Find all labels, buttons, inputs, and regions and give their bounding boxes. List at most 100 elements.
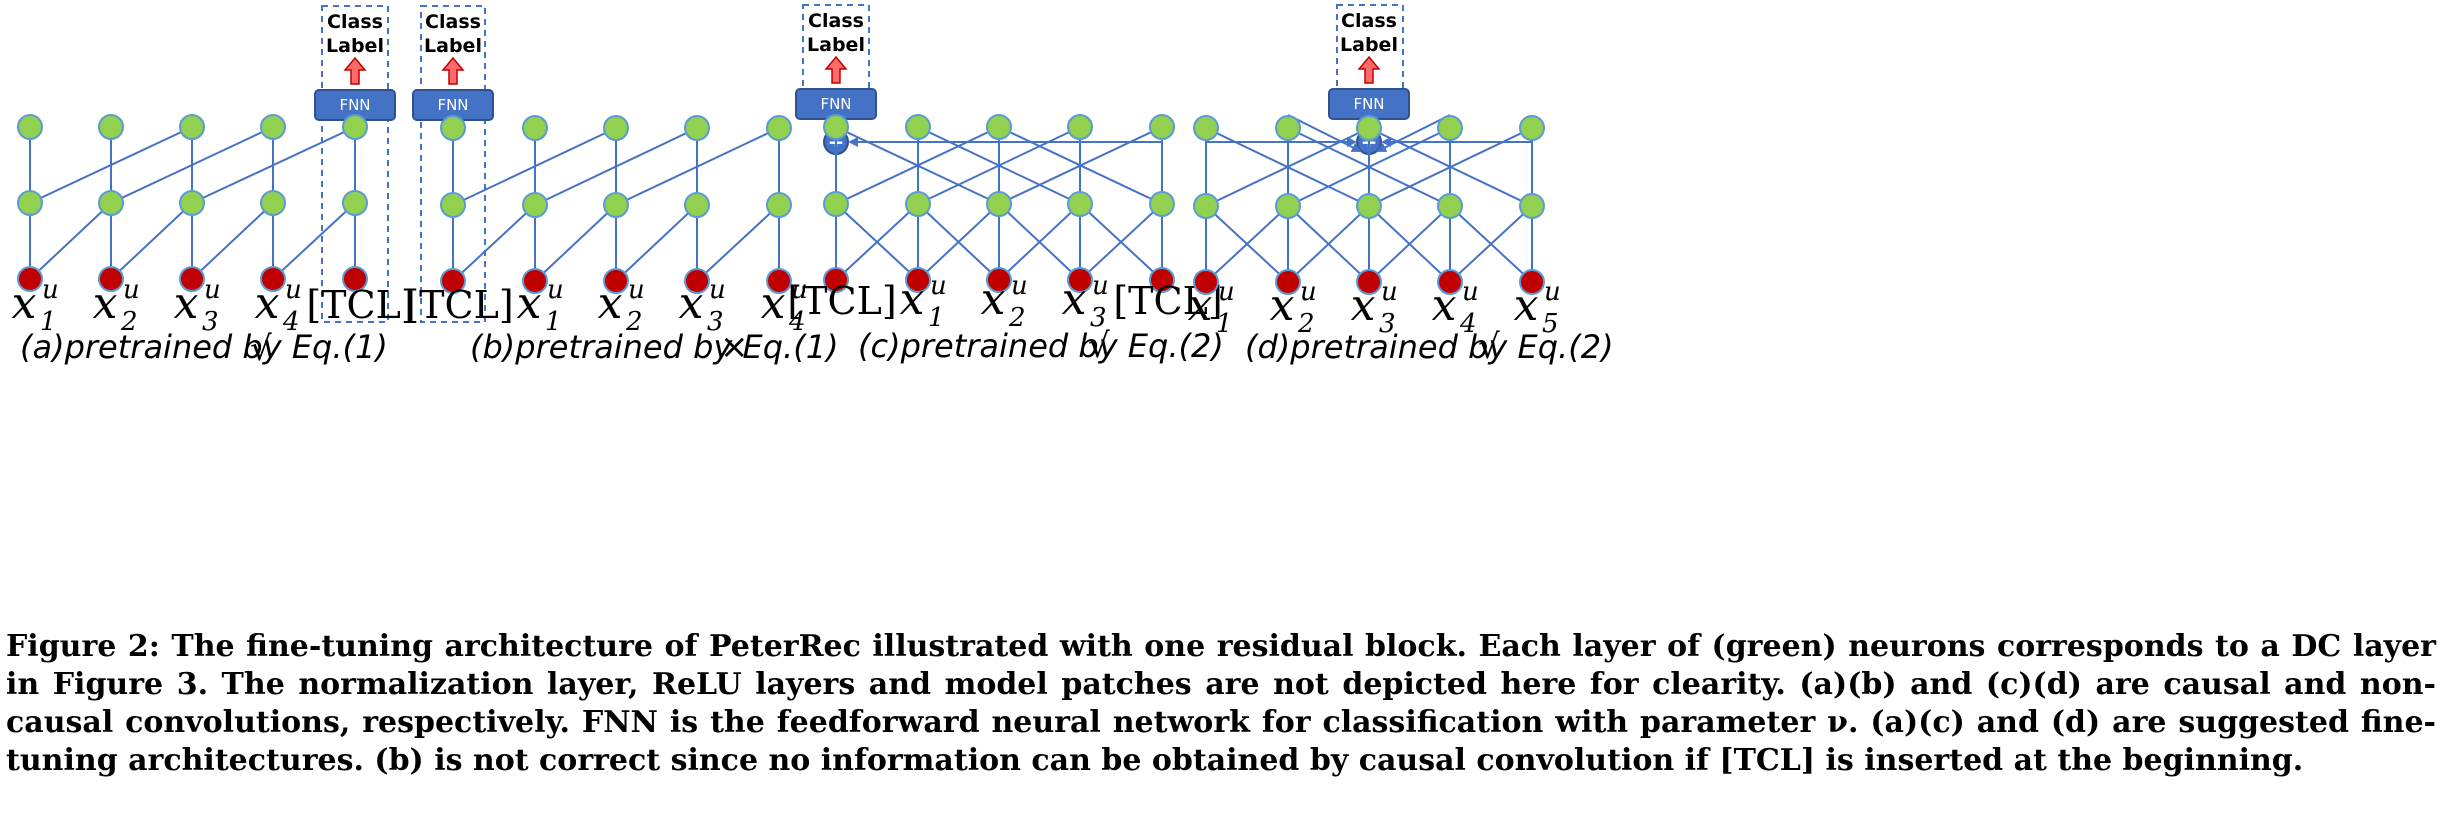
panel-b-caption: (b)pretrained by Eq.(1) bbox=[470, 328, 839, 366]
figure-2: Class Label FNN x u 1 x u 2 x u 3 x u 4 [TCL] (a)pretrai… bbox=[12, 4, 1614, 369]
connection-edge bbox=[1368, 205, 1451, 283]
input-label-x: x bbox=[981, 274, 1006, 325]
input-label-subscript: 3 bbox=[707, 307, 724, 337]
hidden-neuron bbox=[440, 192, 466, 218]
hidden-neuron bbox=[905, 191, 931, 217]
input-neuron bbox=[17, 266, 43, 292]
class-label-line2: Label bbox=[807, 34, 865, 56]
panel-d-mark: √ bbox=[1478, 327, 1500, 367]
input-label-subscript: 1 bbox=[40, 307, 57, 337]
input-label-superscript: u bbox=[204, 275, 221, 305]
class-label-line2: Label bbox=[1340, 34, 1398, 56]
connection-edge bbox=[1287, 205, 1370, 283]
hidden-neuron bbox=[1067, 191, 1093, 217]
hidden-neuron bbox=[260, 114, 286, 140]
input-neuron bbox=[986, 267, 1012, 293]
input-label-x: x bbox=[900, 274, 925, 325]
hidden-neuron bbox=[98, 114, 124, 140]
connection-edge bbox=[696, 204, 780, 282]
input-neuron bbox=[1275, 269, 1301, 295]
output-arrow-icon bbox=[824, 55, 848, 84]
fnn-label: FNN bbox=[1353, 95, 1384, 113]
input-label-x: x bbox=[1270, 280, 1295, 331]
input-label-x: x bbox=[598, 278, 623, 329]
input-label-x: x bbox=[679, 278, 704, 329]
input-neuron bbox=[1067, 267, 1093, 293]
input-label-superscript: u bbox=[709, 275, 726, 305]
hidden-neuron bbox=[1356, 193, 1382, 219]
input-label-tcl: [TCL] bbox=[306, 283, 415, 327]
hidden-neuron bbox=[986, 114, 1012, 140]
hidden-neuron bbox=[1437, 115, 1463, 141]
input-label-x: x bbox=[1432, 280, 1457, 331]
panel-a-caption: (a)pretrained by Eq.(1) bbox=[20, 328, 388, 366]
highlight-box bbox=[420, 5, 486, 323]
input-label-x: x bbox=[1514, 280, 1539, 331]
connection-edge bbox=[835, 203, 919, 281]
input-neuron bbox=[1356, 269, 1382, 295]
input-label-subscript: 3 bbox=[202, 307, 219, 337]
input-label-subscript: 5 bbox=[1542, 309, 1559, 339]
panel-c-caption: (c)pretrained by Eq.(2) bbox=[858, 327, 1224, 365]
hidden-neuron bbox=[179, 114, 205, 140]
input-neuron bbox=[1437, 269, 1463, 295]
hidden-neuron bbox=[1193, 115, 1219, 141]
input-label-x: x bbox=[1351, 280, 1376, 331]
hidden-neuron bbox=[98, 190, 124, 216]
connection-edge bbox=[1449, 205, 1533, 283]
input-neuron bbox=[603, 268, 629, 294]
connection-edge bbox=[998, 126, 1163, 205]
hidden-neuron bbox=[260, 190, 286, 216]
input-neuron bbox=[179, 266, 205, 292]
hidden-neuron bbox=[1275, 115, 1301, 141]
residual-edge bbox=[1287, 114, 1362, 152]
connection-edge bbox=[191, 202, 274, 280]
input-neuron bbox=[823, 267, 849, 293]
input-label-superscript: u bbox=[547, 275, 564, 305]
hidden-neuron bbox=[684, 115, 710, 141]
hidden-neuron bbox=[17, 190, 43, 216]
input-label-x: x bbox=[174, 278, 199, 329]
input-neuron bbox=[98, 266, 124, 292]
hidden-neuron bbox=[1519, 115, 1545, 141]
input-neuron bbox=[260, 266, 286, 292]
highlight-box bbox=[321, 5, 389, 323]
hidden-neuron bbox=[17, 114, 43, 140]
panel-c-mark: √ bbox=[1088, 326, 1110, 366]
connection-edge bbox=[110, 126, 274, 204]
output-arrow-icon bbox=[343, 56, 367, 85]
caption-text: The fine-tuning architecture of PeterRec… bbox=[6, 629, 2436, 778]
connection-edge bbox=[835, 126, 1000, 205]
hidden-neuron bbox=[522, 115, 548, 141]
connection-edge bbox=[272, 202, 356, 280]
input-label-subscript: 2 bbox=[120, 307, 138, 337]
hidden-neuron bbox=[342, 190, 368, 216]
hidden-neuron bbox=[603, 192, 629, 218]
panel-d-caption: (d)pretrained by Eq.(2) bbox=[1245, 328, 1614, 366]
input-label-superscript: u bbox=[1011, 271, 1028, 301]
input-neuron bbox=[1193, 269, 1219, 295]
input-neuron bbox=[440, 268, 466, 294]
figure-caption: Figure 2: The fine-tuning architecture o… bbox=[6, 628, 2436, 780]
hidden-neuron bbox=[684, 192, 710, 218]
hidden-neuron bbox=[1149, 114, 1175, 140]
connection-edge bbox=[1079, 203, 1163, 281]
hidden-neuron bbox=[1193, 193, 1219, 219]
caption-label: Figure 2: bbox=[6, 629, 160, 664]
input-neuron bbox=[342, 266, 368, 292]
input-label-superscript: u bbox=[930, 271, 947, 301]
input-label-subscript: 4 bbox=[788, 307, 806, 337]
input-label-x: x bbox=[761, 278, 786, 329]
input-neuron bbox=[1149, 267, 1175, 293]
input-neuron bbox=[1519, 269, 1545, 295]
class-label-line2: Label bbox=[424, 35, 482, 57]
hidden-neuron bbox=[1356, 115, 1382, 141]
hidden-neuron bbox=[766, 192, 792, 218]
input-label-tcl: [TCL] bbox=[787, 279, 896, 323]
hidden-neuron bbox=[905, 114, 931, 140]
input-label-subscript: 1 bbox=[1216, 309, 1233, 339]
input-label-subscript: 1 bbox=[545, 307, 562, 337]
input-label-x: x bbox=[12, 278, 37, 329]
panel-a-mark: √ bbox=[250, 329, 272, 369]
